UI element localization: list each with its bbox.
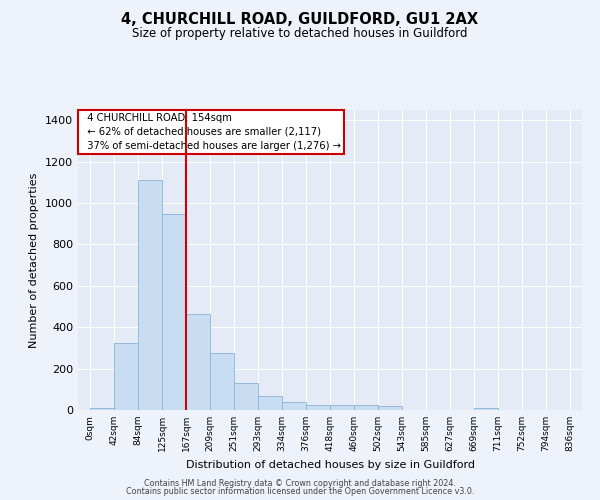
Text: 4, CHURCHILL ROAD, GUILDFORD, GU1 2AX: 4, CHURCHILL ROAD, GUILDFORD, GU1 2AX [121, 12, 479, 28]
Bar [138, 180, 162, 410]
Text: Contains public sector information licensed under the Open Government Licence v3: Contains public sector information licen… [126, 487, 474, 496]
Bar [90, 408, 114, 410]
Bar [258, 396, 282, 410]
Bar [162, 214, 186, 410]
Bar [210, 353, 234, 410]
Text: Size of property relative to detached houses in Guildford: Size of property relative to detached ho… [132, 28, 468, 40]
Bar [186, 314, 210, 410]
Text: 4 CHURCHILL ROAD: 154sqm
  ← 62% of detached houses are smaller (2,117)
  37% of: 4 CHURCHILL ROAD: 154sqm ← 62% of detach… [80, 113, 341, 151]
Text: Contains HM Land Registry data © Crown copyright and database right 2024.: Contains HM Land Registry data © Crown c… [144, 478, 456, 488]
Bar [354, 405, 378, 410]
X-axis label: Distribution of detached houses by size in Guildford: Distribution of detached houses by size … [185, 460, 475, 469]
Bar [114, 343, 138, 410]
Bar [306, 406, 330, 410]
Y-axis label: Number of detached properties: Number of detached properties [29, 172, 40, 348]
Bar [234, 383, 258, 410]
Bar [474, 408, 498, 410]
Bar [378, 406, 402, 410]
Bar [282, 402, 306, 410]
Bar [330, 405, 354, 410]
